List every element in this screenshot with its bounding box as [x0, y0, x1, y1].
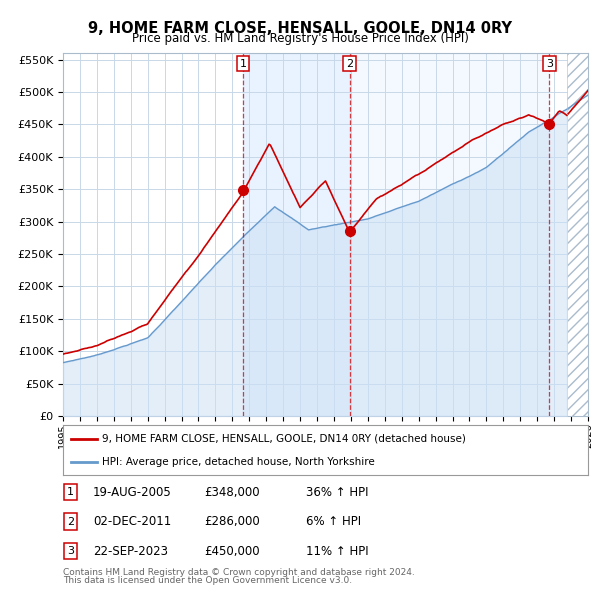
- Text: 6% ↑ HPI: 6% ↑ HPI: [306, 515, 361, 528]
- Bar: [350, 53, 550, 416]
- Text: HPI: Average price, detached house, North Yorkshire: HPI: Average price, detached house, Nort…: [103, 457, 375, 467]
- Text: 1: 1: [67, 487, 74, 497]
- Text: £286,000: £286,000: [204, 515, 260, 528]
- Text: Price paid vs. HM Land Registry's House Price Index (HPI): Price paid vs. HM Land Registry's House …: [131, 32, 469, 45]
- Text: £348,000: £348,000: [204, 486, 260, 499]
- Text: 9, HOME FARM CLOSE, HENSALL, GOOLE, DN14 0RY (detached house): 9, HOME FARM CLOSE, HENSALL, GOOLE, DN14…: [103, 434, 466, 444]
- Text: 1: 1: [239, 58, 247, 68]
- Text: 3: 3: [67, 546, 74, 556]
- Text: 36% ↑ HPI: 36% ↑ HPI: [306, 486, 368, 499]
- Text: 2: 2: [67, 517, 74, 526]
- Text: 19-AUG-2005: 19-AUG-2005: [93, 486, 172, 499]
- Text: 02-DEC-2011: 02-DEC-2011: [93, 515, 171, 528]
- Text: 2: 2: [346, 58, 353, 68]
- Text: 3: 3: [546, 58, 553, 68]
- Bar: [243, 53, 350, 416]
- Text: 11% ↑ HPI: 11% ↑ HPI: [306, 545, 368, 558]
- Text: This data is licensed under the Open Government Licence v3.0.: This data is licensed under the Open Gov…: [63, 576, 352, 585]
- Text: Contains HM Land Registry data © Crown copyright and database right 2024.: Contains HM Land Registry data © Crown c…: [63, 568, 415, 577]
- Text: 9, HOME FARM CLOSE, HENSALL, GOOLE, DN14 0RY: 9, HOME FARM CLOSE, HENSALL, GOOLE, DN14…: [88, 21, 512, 35]
- Text: 22-SEP-2023: 22-SEP-2023: [93, 545, 168, 558]
- Text: £450,000: £450,000: [204, 545, 260, 558]
